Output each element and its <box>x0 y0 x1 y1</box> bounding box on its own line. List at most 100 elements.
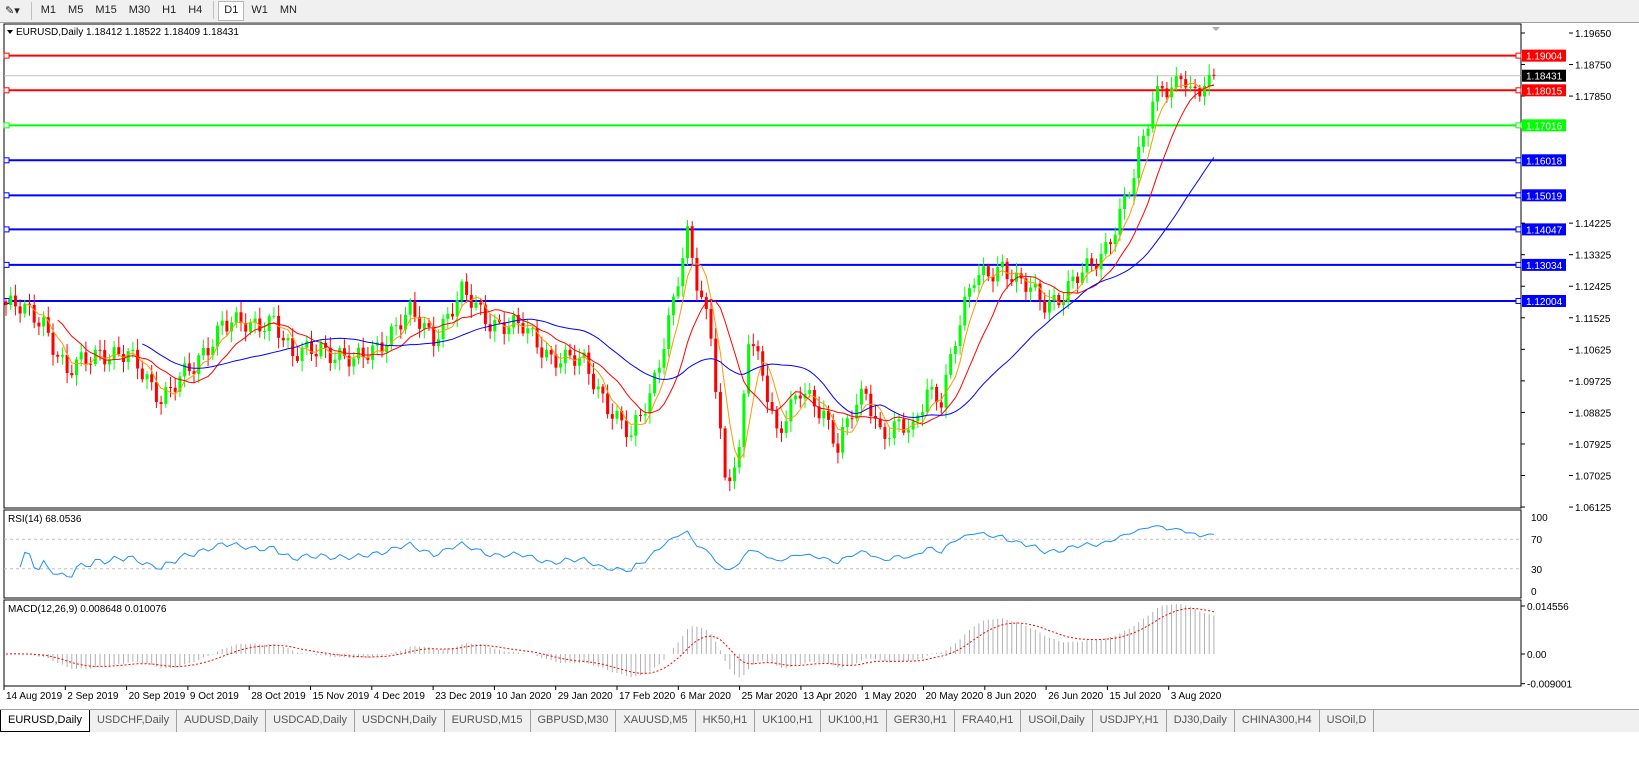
chart-tab[interactable]: USDCHF,Daily <box>90 710 178 732</box>
timeframe-m15[interactable]: M15 <box>95 4 117 16</box>
candle <box>1071 269 1075 289</box>
candle <box>154 371 158 409</box>
chart-tab[interactable]: EURUSD,Daily <box>0 710 90 732</box>
moving-average-mid-line <box>57 84 1214 425</box>
candle-body <box>333 359 337 364</box>
candle-body <box>968 288 971 297</box>
candle-body <box>855 404 859 419</box>
candle <box>1127 191 1131 199</box>
date-label: 28 Oct 2019 <box>251 691 306 702</box>
chart-tab[interactable]: DJ30,Daily <box>1167 710 1235 732</box>
chart-tab[interactable]: GBPUSD,M30 <box>531 710 617 732</box>
candle <box>173 377 177 401</box>
chart-tab[interactable]: GER30,H1 <box>887 710 955 732</box>
chart-tab[interactable]: CHINA300,H4 <box>1235 710 1320 732</box>
candle-body <box>859 388 863 405</box>
level-handle[interactable] <box>1515 297 1522 304</box>
timeframe-h1[interactable]: H1 <box>162 4 177 16</box>
timeframe-m5[interactable]: M5 <box>68 4 84 16</box>
level-handle[interactable] <box>3 122 10 129</box>
price-tick-label: 1.09725 <box>1575 377 1612 388</box>
candle-body <box>784 421 788 433</box>
candle-body <box>986 266 990 277</box>
level-handle[interactable] <box>1515 157 1522 164</box>
chart-tab[interactable]: HK50,H1 <box>696 710 756 732</box>
candle <box>1188 75 1192 93</box>
candle-body <box>916 415 920 422</box>
chart-tab[interactable]: EURUSD,M15 <box>445 710 531 732</box>
chart-tab[interactable]: USOil,D <box>1320 710 1375 732</box>
candle <box>982 257 986 285</box>
candle <box>1109 238 1112 255</box>
price-tick-label: 1.17850 <box>1575 92 1612 103</box>
candle-body <box>545 350 548 358</box>
date-label: 23 Dec 2019 <box>435 691 492 702</box>
level-handle[interactable] <box>3 192 10 199</box>
timeframe-m30[interactable]: M30 <box>128 4 151 16</box>
moving-average-fast-line <box>24 82 1215 462</box>
level-handle[interactable] <box>1515 52 1522 59</box>
candle-body <box>295 356 299 361</box>
candle-body <box>775 410 779 429</box>
timeframe-mn[interactable]: MN <box>279 4 297 16</box>
candle <box>1137 136 1141 187</box>
candle-body <box>159 402 163 405</box>
candle <box>178 371 182 398</box>
timeframe-w1[interactable]: W1 <box>251 4 268 16</box>
chart-tab[interactable]: AUDUSD,Daily <box>177 710 267 732</box>
current-price-badge <box>1522 69 1566 82</box>
drawing-tools-dropdown[interactable]: ✎▾ <box>5 5 20 17</box>
level-handle[interactable] <box>3 226 10 233</box>
candle <box>1043 292 1047 319</box>
candle <box>1212 68 1216 80</box>
chart-tab[interactable]: USOil,Daily <box>1021 710 1093 732</box>
level-handle[interactable] <box>3 157 10 164</box>
candle-body <box>422 323 426 329</box>
candle-body <box>676 286 680 297</box>
candle-body <box>935 387 939 403</box>
chart-tab[interactable]: USDCAD,Daily <box>266 710 356 732</box>
candle <box>338 345 342 371</box>
candle <box>352 351 356 375</box>
candle-body <box>220 320 224 326</box>
chart-tab[interactable]: USDCNH,Daily <box>355 710 445 732</box>
price-tick-label: 1.14225 <box>1575 219 1612 230</box>
chart-tab[interactable]: USDJPY,H1 <box>1093 710 1167 732</box>
level-handle[interactable] <box>3 87 10 94</box>
level-handle[interactable] <box>1515 87 1522 94</box>
candle-body <box>1085 258 1089 273</box>
candle <box>455 291 459 328</box>
chart-tab[interactable]: UK100,H1 <box>755 710 822 732</box>
candle <box>620 406 624 430</box>
candle-body <box>183 363 187 377</box>
date-label: 29 Jan 2020 <box>558 691 613 702</box>
timeframe-d1[interactable]: D1 <box>218 1 245 21</box>
chart-tab[interactable]: UK100,H1 <box>821 710 887 732</box>
candle-body <box>615 410 619 419</box>
level-price-badge <box>1522 189 1566 202</box>
candle <box>493 314 497 342</box>
level-handle[interactable] <box>1515 122 1522 129</box>
level-handle[interactable] <box>1515 192 1522 199</box>
level-handle[interactable] <box>1515 261 1522 268</box>
candle-body <box>248 322 252 332</box>
chart-tab[interactable]: XAUUSD,M5 <box>616 710 696 732</box>
candle <box>690 221 694 266</box>
level-handle[interactable] <box>1515 226 1522 233</box>
timeframe-m1[interactable]: M1 <box>40 4 57 16</box>
level-price-label: 1.12004 <box>1526 297 1563 308</box>
chart-tab[interactable]: FRA40,H1 <box>955 710 1022 732</box>
candle <box>79 343 83 367</box>
candle-body <box>963 296 967 326</box>
level-handle[interactable] <box>3 52 10 59</box>
candle <box>1207 64 1211 96</box>
candle-body <box>624 420 628 438</box>
chart-window[interactable]: EURUSD,Daily 1.18412 1.18522 1.18409 1.1… <box>0 22 1639 708</box>
candle-body <box>1174 76 1178 88</box>
candle-body <box>32 304 36 323</box>
candle <box>13 284 17 316</box>
candle-body <box>37 322 41 327</box>
candle <box>563 344 567 375</box>
timeframe-h4[interactable]: H4 <box>188 4 203 16</box>
level-handle[interactable] <box>3 261 10 268</box>
